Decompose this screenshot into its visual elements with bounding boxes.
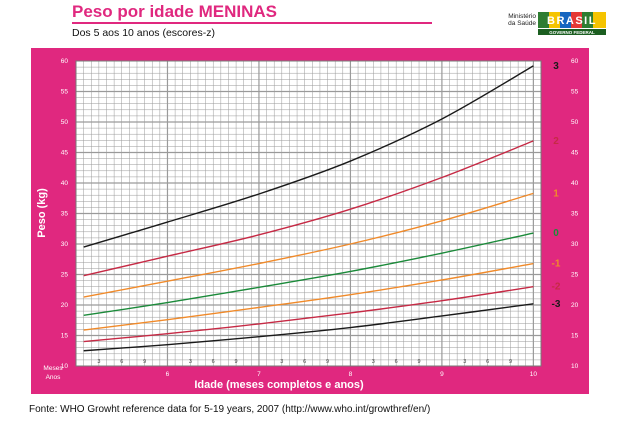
series-line-z1 xyxy=(83,192,534,298)
logo-block-red xyxy=(571,12,582,28)
x-tick-label-year: 6 xyxy=(166,371,170,378)
y-tick-label-left: 10 xyxy=(61,363,69,370)
x-tick-label-month: 3 xyxy=(189,359,192,365)
series-line-z3 xyxy=(83,65,534,248)
x-tick-label-month: 9 xyxy=(418,359,421,365)
y-ticks-right: 10 15 20 25 30 35 40 45 50 55 60 xyxy=(571,58,579,370)
x-tick-label-month: 6 xyxy=(303,359,306,365)
x-tick-label-month: 9 xyxy=(235,359,238,365)
series-line-z2 xyxy=(83,140,534,277)
x-axis-label: Idade (meses completos e anos) xyxy=(194,379,364,391)
y-tick-label-left: 30 xyxy=(61,241,69,248)
y-tick-label-left: 60 xyxy=(61,58,69,65)
series-label-z-1: -1 xyxy=(552,259,561,270)
y-tick-label-right: 35 xyxy=(571,211,579,218)
series-line-z-3 xyxy=(83,303,534,352)
y-ticks-left: 10 15 20 25 30 35 40 45 50 55 60 xyxy=(61,58,69,370)
y-tick-label-left: 50 xyxy=(61,119,69,126)
y-tick-label-left: 20 xyxy=(61,302,69,309)
logo-block-blue xyxy=(560,12,571,28)
source-note: Fonte: WHO Growht reference data for 5-1… xyxy=(29,404,431,415)
plot-border xyxy=(75,60,542,367)
y-tick-label-left: 25 xyxy=(61,272,69,279)
series-label-z0: 0 xyxy=(553,228,559,239)
page-title: Peso por idade MENINAS xyxy=(72,2,277,21)
y-tick-label-right: 40 xyxy=(571,180,579,187)
y-tick-label-right: 55 xyxy=(571,89,579,96)
logo-block-yellow xyxy=(549,12,560,28)
y-tick-label-right: 10 xyxy=(571,363,579,370)
y-tick-label-left: 45 xyxy=(61,150,69,157)
x-tick-label-month: 9 xyxy=(509,359,512,365)
x-tick-label-year: 8 xyxy=(349,371,353,378)
brasil-logo: BRASIL GOVERNO FEDERAL xyxy=(538,12,606,35)
series-lines xyxy=(83,65,534,352)
x-axis-corner-months: Meses xyxy=(43,365,63,372)
y-tick-label-right: 15 xyxy=(571,333,579,340)
x-tick-label-year: 7 xyxy=(257,371,261,378)
x-axis-corner-years: Anos xyxy=(46,374,62,381)
page-subtitle: Dos 5 aos 10 anos (escores-z) xyxy=(72,27,215,39)
y-axis-label: Peso (kg) xyxy=(36,188,48,238)
x-tick-label-year: 10 xyxy=(530,371,538,378)
logo-brand-text: BRASIL xyxy=(547,15,597,27)
x-tick-label-month: 6 xyxy=(486,359,489,365)
x-tick-label-month: 6 xyxy=(395,359,398,365)
x-tick-label-month: 6 xyxy=(212,359,215,365)
series-line-z0 xyxy=(83,232,534,317)
logo-strip xyxy=(538,29,606,35)
x-tick-label-year: 9 xyxy=(440,371,444,378)
logo-block-green xyxy=(538,12,549,28)
x-tick-label-month: 3 xyxy=(463,359,466,365)
series-label-z2: 2 xyxy=(553,136,559,147)
month-ticks: 3 6 9 3 6 9 3 6 9 3 6 9 3 6 9 xyxy=(97,359,512,365)
series-line-z-2 xyxy=(83,286,534,343)
y-tick-label-left: 55 xyxy=(61,89,69,96)
x-tick-label-month: 3 xyxy=(280,359,283,365)
x-tick-label-month: 3 xyxy=(372,359,375,365)
logo-brand-sub: GOVERNO FEDERAL xyxy=(549,30,595,35)
x-tick-label-month: 3 xyxy=(97,359,100,365)
series-label-z1: 1 xyxy=(553,188,559,199)
logo-block-green-2 xyxy=(582,12,593,28)
y-tick-label-right: 25 xyxy=(571,272,579,279)
y-tick-label-left: 35 xyxy=(61,211,69,218)
ministry-label: Ministério da Saúde xyxy=(492,13,536,27)
ministry-line-2: da Saúde xyxy=(508,20,536,27)
y-tick-label-left: 15 xyxy=(61,333,69,340)
series-label-z-3: -3 xyxy=(552,299,561,310)
logo-block-yellow-2 xyxy=(593,12,606,28)
series-labels: 3 2 1 0 -1 -2 -3 xyxy=(552,61,561,310)
x-tick-label-month: 9 xyxy=(326,359,329,365)
y-tick-label-right: 30 xyxy=(571,241,579,248)
ministry-line-1: Ministério xyxy=(508,13,536,20)
x-tick-label-month: 9 xyxy=(143,359,146,365)
y-tick-label-right: 45 xyxy=(571,150,579,157)
y-tick-label-right: 60 xyxy=(571,58,579,65)
y-tick-label-right: 50 xyxy=(571,119,579,126)
y-tick-label-left: 40 xyxy=(61,180,69,187)
title-underline xyxy=(72,22,432,24)
x-tick-label-month: 6 xyxy=(120,359,123,365)
series-line-z-1 xyxy=(83,262,534,331)
series-label-z-2: -2 xyxy=(552,282,561,293)
y-tick-label-right: 20 xyxy=(571,302,579,309)
series-label-z3: 3 xyxy=(553,61,559,72)
year-ticks: 6 7 8 9 10 xyxy=(166,371,538,378)
